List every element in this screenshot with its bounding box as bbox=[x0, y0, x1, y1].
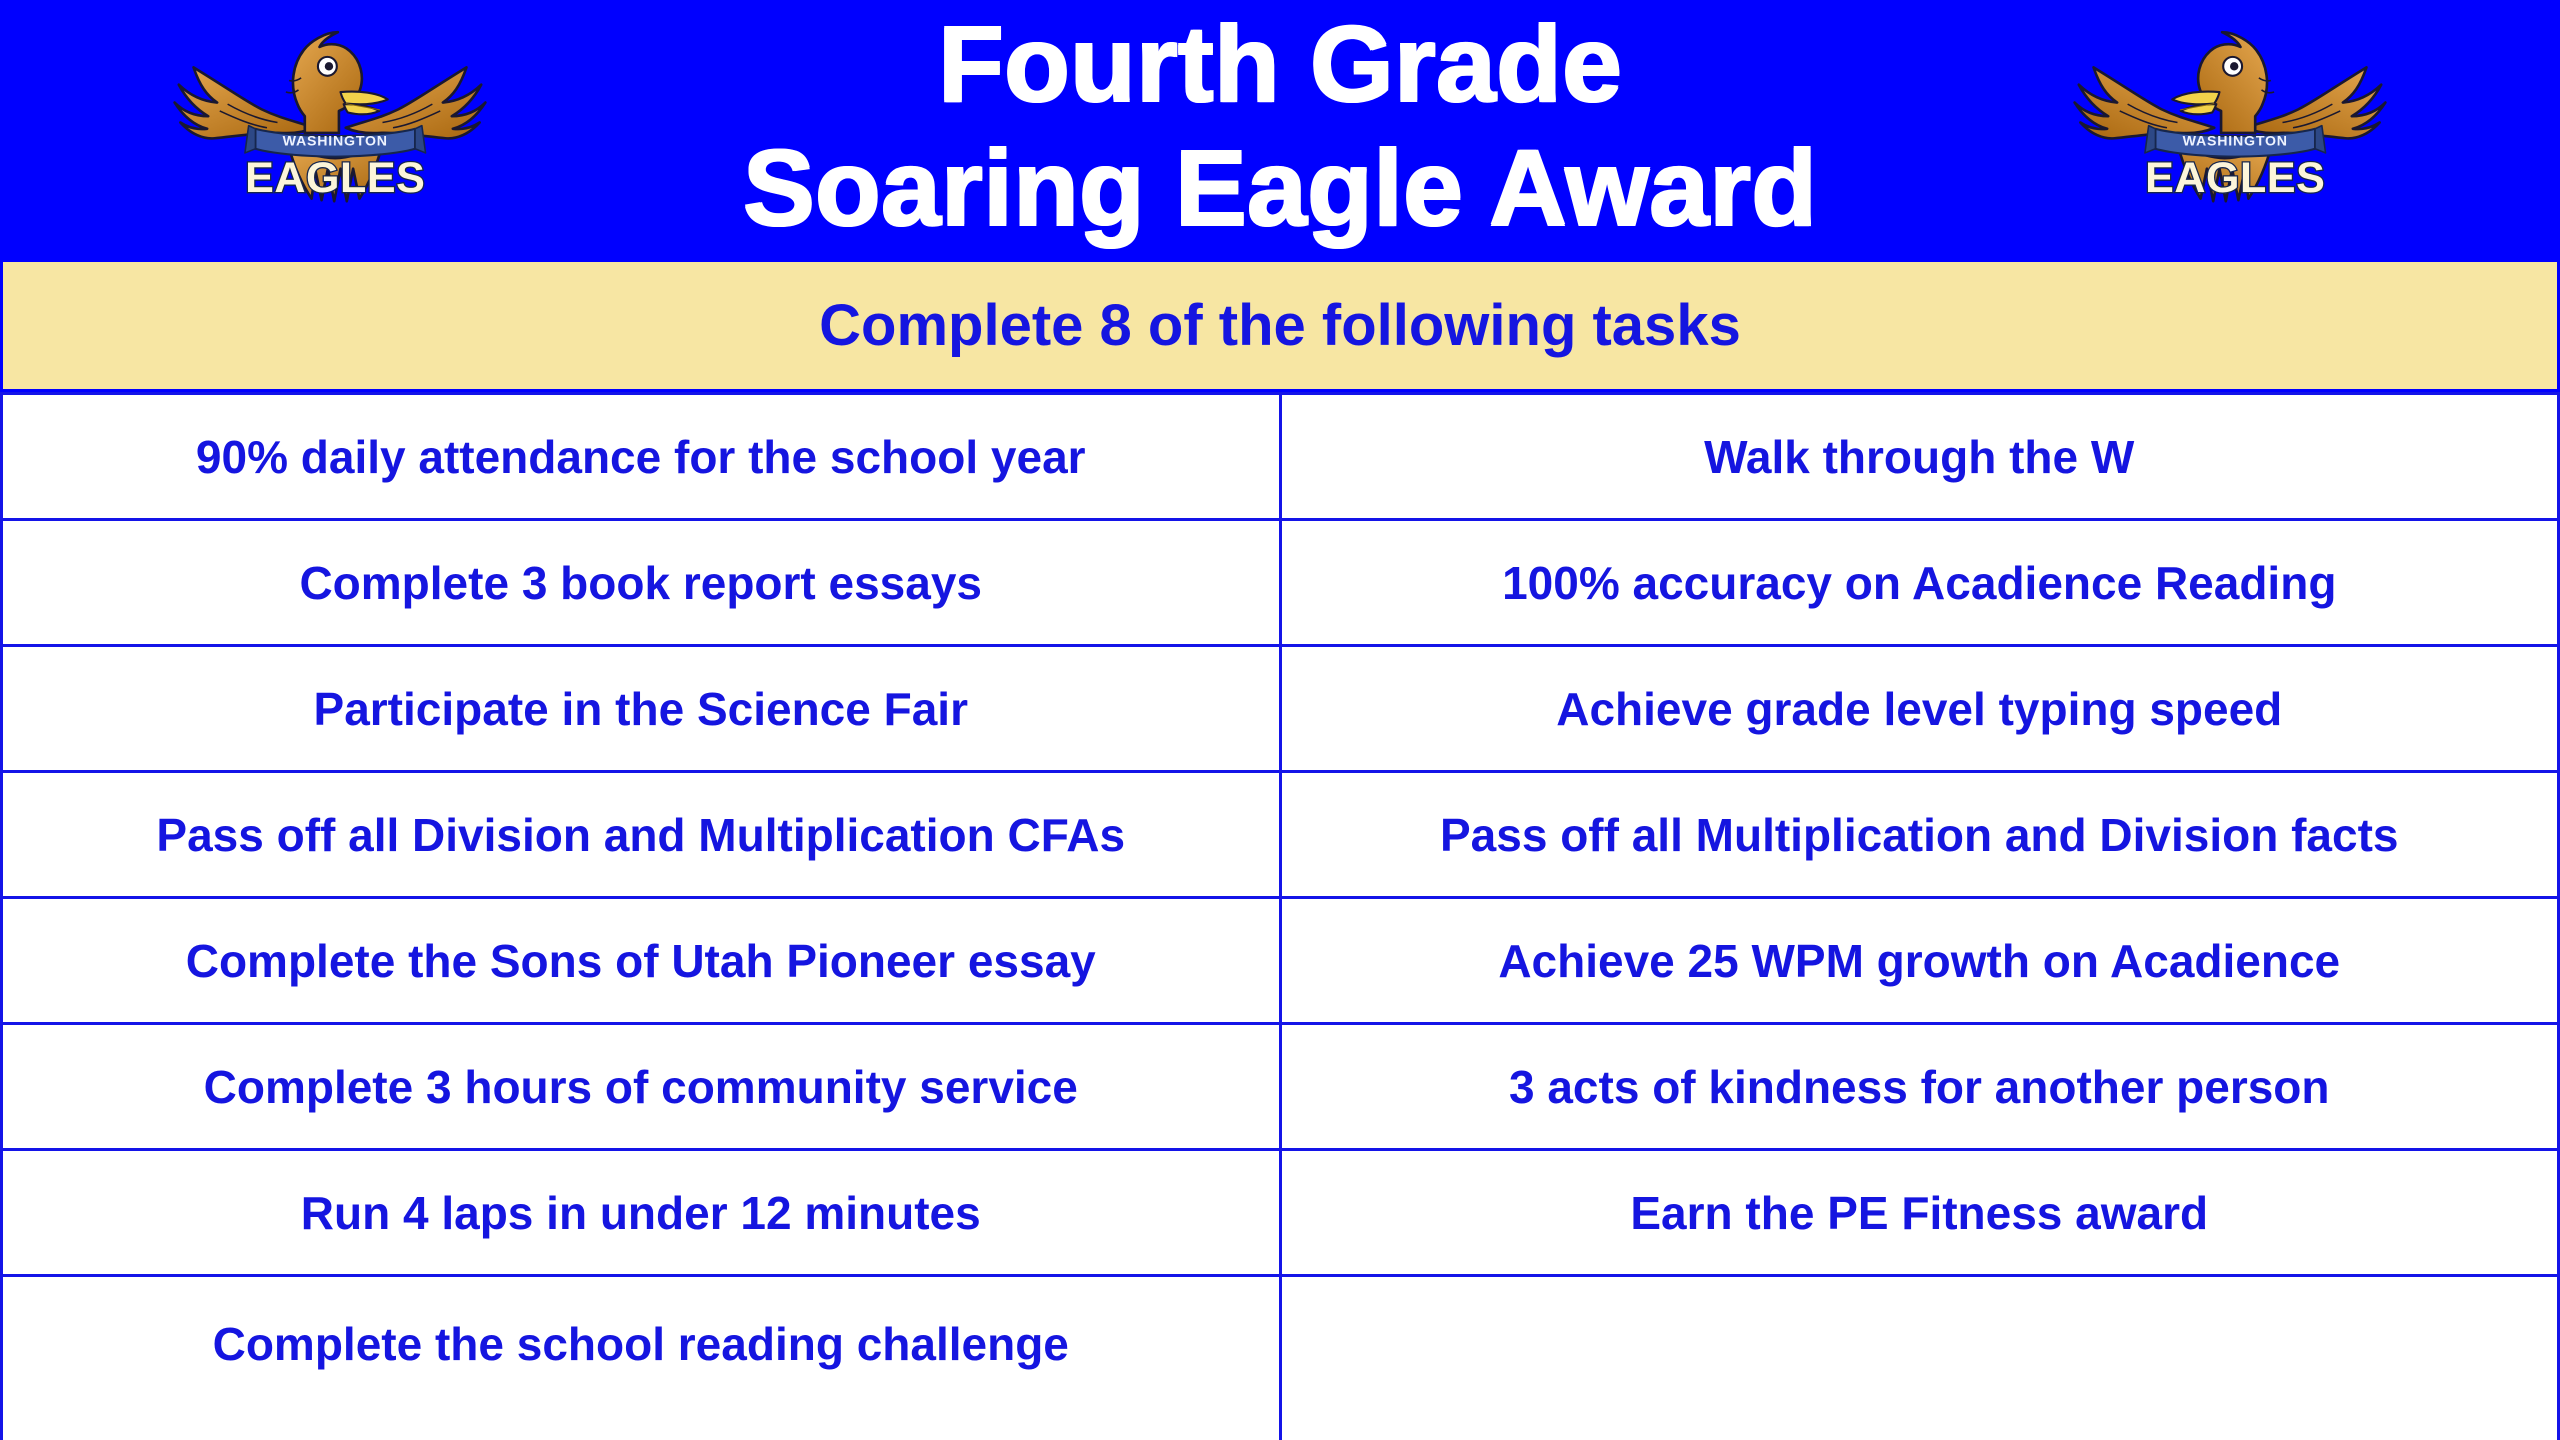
svg-text:EAGLES: EAGLES bbox=[2145, 154, 2325, 202]
svg-text:WASHINGTON: WASHINGTON bbox=[2183, 134, 2288, 150]
svg-text:EAGLES: EAGLES bbox=[245, 154, 425, 202]
svg-text:WASHINGTON: WASHINGTON bbox=[283, 134, 388, 150]
